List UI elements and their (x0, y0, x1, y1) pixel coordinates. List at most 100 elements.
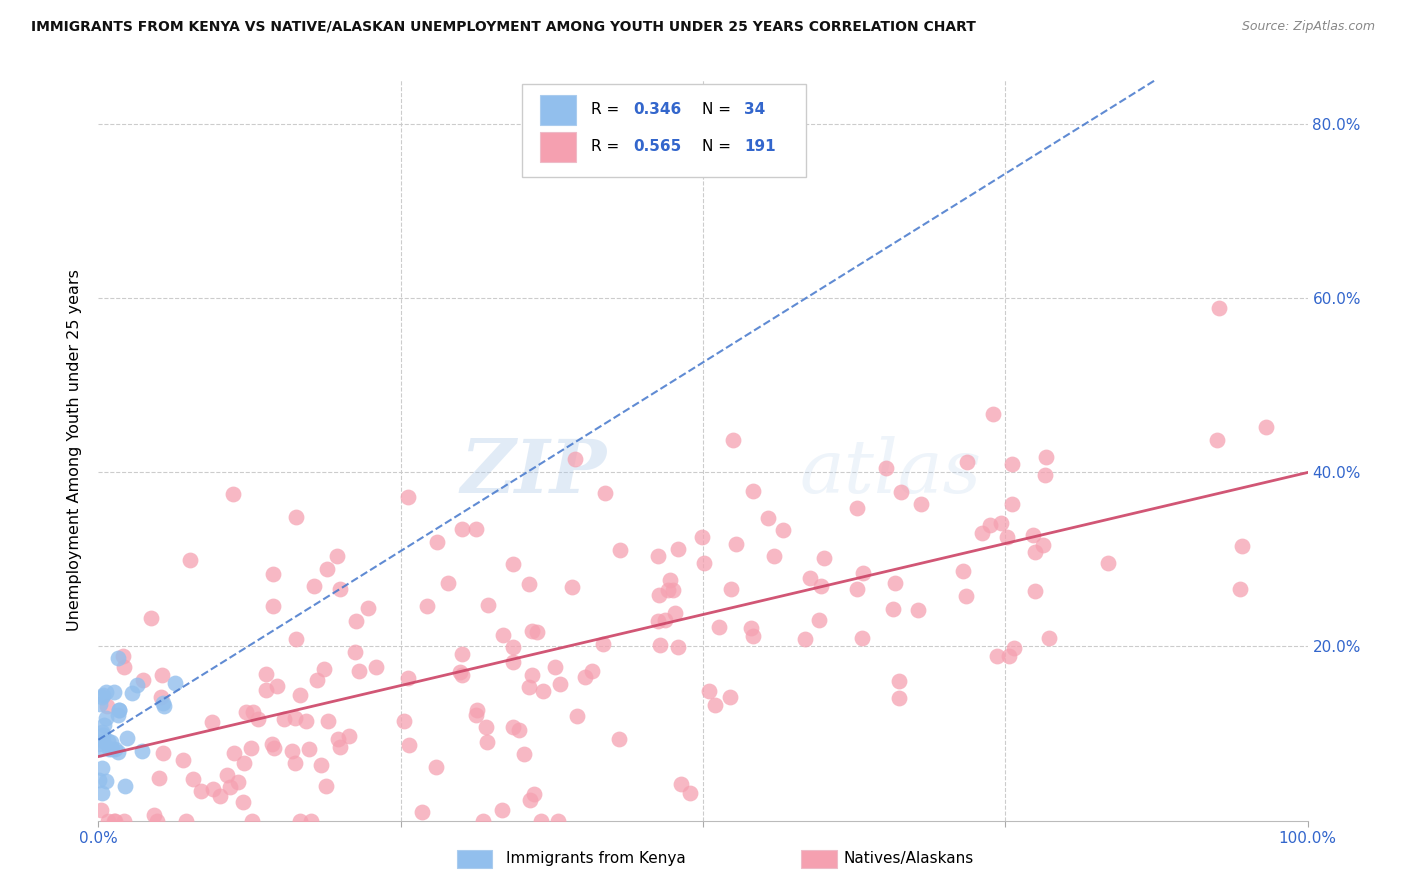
Point (208, 789, 231, 803)
Point (464, 707, 486, 722)
Point (131, 744, 153, 758)
Point (288, 688, 311, 702)
Point (91, 728, 114, 742)
Point (564, 451, 586, 466)
Point (1022, 528, 1045, 542)
Point (972, 526, 994, 541)
Text: N =: N = (702, 103, 735, 118)
Point (91, 688, 114, 702)
Point (94, 711, 117, 725)
Text: Natives/Alaskans: Natives/Alaskans (844, 851, 974, 865)
Point (284, 632, 307, 647)
Text: ZIP: ZIP (460, 436, 606, 509)
Point (104, 742, 127, 756)
Point (799, 571, 821, 585)
Point (1035, 468, 1057, 483)
Point (647, 549, 669, 563)
Point (1032, 537, 1054, 551)
Point (426, 534, 449, 549)
Point (952, 565, 974, 579)
Point (222, 746, 245, 760)
Point (502, 640, 524, 654)
Point (111, 649, 134, 664)
Point (132, 673, 155, 688)
Point (104, 814, 127, 828)
Point (284, 756, 307, 770)
Point (100, 742, 122, 756)
Point (152, 696, 174, 710)
Point (875, 460, 897, 475)
Point (526, 625, 548, 640)
Point (517, 577, 540, 591)
Point (97, 734, 120, 748)
Point (263, 741, 285, 756)
Point (721, 433, 744, 447)
Point (344, 645, 367, 659)
Point (1232, 539, 1254, 553)
Point (593, 486, 616, 500)
Point (254, 667, 277, 681)
Point (150, 668, 173, 682)
Point (709, 620, 731, 634)
Point (520, 624, 543, 638)
Text: 34: 34 (744, 103, 765, 118)
Point (299, 814, 322, 828)
Point (1254, 420, 1277, 434)
Point (517, 681, 540, 695)
Point (519, 793, 541, 807)
Point (398, 738, 420, 752)
Y-axis label: Unemployment Among Youth under 25 years: Unemployment Among Youth under 25 years (67, 269, 83, 632)
Point (474, 720, 496, 734)
Point (887, 691, 910, 706)
Point (666, 542, 689, 557)
Point (298, 742, 321, 756)
Point (851, 631, 873, 645)
Point (979, 517, 1001, 532)
Point (228, 775, 250, 789)
Point (89, 737, 111, 751)
Point (90, 786, 112, 800)
Point (657, 583, 679, 598)
Point (91, 734, 114, 748)
Point (520, 667, 543, 681)
Point (115, 731, 138, 745)
Point (1206, 434, 1229, 448)
Point (884, 576, 907, 591)
Point (852, 566, 875, 580)
Text: Immigrants from Kenya: Immigrants from Kenya (506, 851, 686, 865)
Point (1208, 301, 1230, 315)
Point (114, 780, 136, 794)
Point (807, 613, 830, 627)
Point (609, 543, 631, 558)
Point (523, 787, 546, 801)
Point (172, 753, 194, 767)
Point (337, 729, 360, 743)
Point (357, 601, 380, 615)
Text: atlas: atlas (800, 436, 981, 509)
Point (491, 803, 513, 817)
Point (544, 660, 567, 674)
Point (529, 814, 551, 828)
Point (266, 680, 288, 694)
Point (364, 660, 387, 674)
Point (907, 602, 929, 616)
Point (592, 637, 614, 651)
Point (666, 640, 689, 654)
Point (846, 500, 869, 515)
Point (502, 720, 524, 734)
FancyBboxPatch shape (540, 132, 576, 161)
Point (91, 690, 114, 705)
Point (91, 761, 114, 775)
Point (772, 523, 794, 537)
Point (329, 739, 352, 754)
Point (986, 649, 1008, 664)
Point (664, 607, 686, 621)
Point (163, 675, 186, 690)
Point (295, 714, 318, 729)
Point (284, 510, 307, 524)
Point (202, 782, 225, 797)
Point (437, 576, 460, 591)
Point (416, 599, 439, 614)
Text: IMMIGRANTS FROM KENYA VS NATIVE/ALASKAN UNEMPLOYMENT AMONG YOUTH UNDER 25 YEARS : IMMIGRANTS FROM KENYA VS NATIVE/ALASKAN … (31, 20, 976, 34)
Point (392, 714, 415, 729)
